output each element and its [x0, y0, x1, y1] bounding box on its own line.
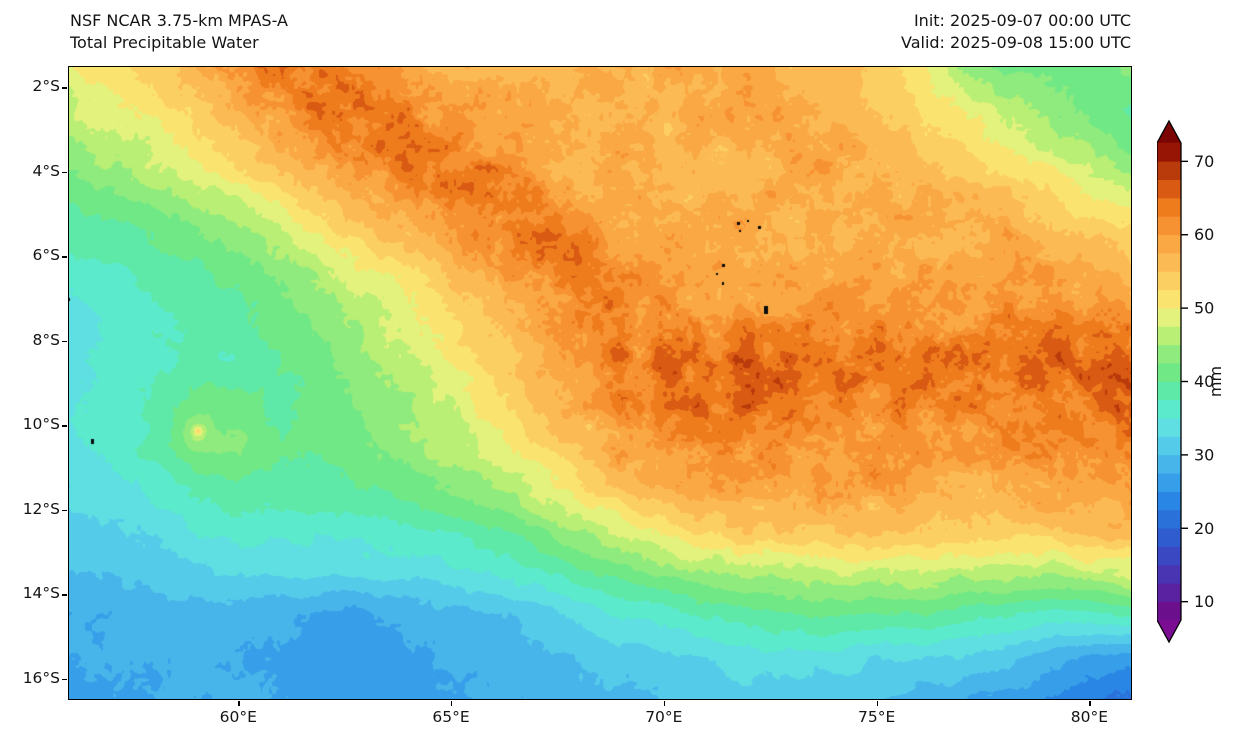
colorbar-segment — [1157, 197, 1181, 217]
y-axis-tick-label: 16°S — [22, 668, 60, 687]
y-axis-tick-label: 14°S — [22, 584, 60, 603]
colorbar-segment — [1157, 583, 1181, 602]
y-axis-tick — [62, 256, 67, 258]
field-name: Total Precipitable Water — [70, 33, 259, 52]
x-axis-tick-label: 60°E — [219, 708, 257, 726]
colorbar-segment — [1157, 289, 1181, 309]
colorbar-segment — [1157, 344, 1181, 364]
y-axis-tick-label: 10°S — [22, 415, 60, 434]
x-axis-tick-label: 70°E — [645, 708, 683, 726]
colorbar-segment — [1157, 307, 1181, 327]
y-axis-tick-label: 8°S — [32, 330, 60, 349]
colorbar-segment — [1157, 161, 1181, 180]
init-time: Init: 2025-09-07 00:00 UTC — [913, 11, 1131, 30]
colorbar-segment — [1157, 436, 1181, 456]
colorbar-segment — [1157, 399, 1181, 419]
x-axis-tick — [451, 701, 453, 706]
y-axis-tick-label: 4°S — [32, 161, 60, 180]
y-axis-tick-label: 6°S — [32, 246, 60, 265]
colorbar-segment — [1157, 546, 1181, 566]
colorbar-segment — [1157, 326, 1181, 346]
x-axis-tick — [876, 701, 879, 706]
colorbar-segment — [1157, 234, 1181, 254]
x-axis-tick-label: 80°E — [1070, 708, 1109, 726]
colorbar-segment — [1157, 179, 1181, 199]
colorbar-segment — [1157, 509, 1181, 529]
y-axis-tick — [62, 87, 67, 89]
model-name: NSF NCAR 3.75-km MPAS-A — [70, 11, 288, 30]
colorbar-segment — [1157, 472, 1181, 492]
y-axis-tick — [62, 171, 67, 174]
colorbar-segment — [1157, 142, 1181, 162]
colorbar-segment — [1157, 252, 1181, 272]
colorbar-under-arrow — [1157, 620, 1181, 642]
colorbar-segment — [1157, 381, 1181, 401]
colorbar-segment — [1157, 527, 1181, 547]
colorbar-tick-label: 60 — [1194, 225, 1214, 244]
colorbar-segment — [1157, 216, 1181, 236]
y-axis-tick — [62, 340, 67, 343]
y-axis-tick — [62, 678, 67, 681]
y-axis-tick-label: 12°S — [22, 499, 60, 518]
colorbar-tick-label: 70 — [1194, 152, 1214, 171]
run-times: Init: 2025-09-07 00:00 UTC Valid: 2025-0… — [901, 10, 1131, 54]
colorbar-segment — [1157, 271, 1181, 291]
colorbar-over-arrow — [1157, 121, 1181, 143]
colorbar-segment — [1157, 564, 1181, 584]
colorbar-unit-label: mm — [1206, 366, 1225, 397]
colorbar-segment — [1157, 417, 1181, 437]
colorbar-segment — [1157, 491, 1181, 511]
colorbar-segment — [1157, 362, 1181, 382]
x-axis-tick — [663, 701, 666, 706]
x-axis-tick — [238, 701, 240, 706]
tpw-field-canvas — [68, 66, 1132, 700]
colorbar-tick-label: 10 — [1194, 592, 1214, 611]
colorbar-segment — [1157, 454, 1181, 474]
x-axis-tick-label: 65°E — [432, 708, 470, 726]
y-axis-tick — [62, 509, 67, 512]
colorbar-tick-label: 50 — [1194, 299, 1214, 318]
colorbar-segment — [1157, 601, 1181, 621]
valid-time: Valid: 2025-09-08 15:00 UTC — [900, 33, 1131, 52]
map-plot-area — [68, 66, 1132, 700]
colorbar-tick-label: 30 — [1194, 445, 1214, 464]
colorbar: 70 60 50 40 30 20 10 mm — [1157, 119, 1225, 644]
x-axis-tick-label: 75°E — [857, 708, 896, 726]
colorbar-outline — [1157, 119, 1182, 644]
y-axis-tick — [62, 425, 67, 427]
colorbar-tick-label: 40 — [1194, 372, 1214, 391]
colorbar-tick-label: 20 — [1194, 519, 1214, 538]
plot-title: NSF NCAR 3.75-km MPAS-A Total Precipitab… — [70, 10, 288, 54]
y-axis-tick-label: 2°S — [32, 77, 60, 96]
y-axis-tick — [62, 594, 67, 596]
x-axis-tick — [1089, 701, 1091, 706]
